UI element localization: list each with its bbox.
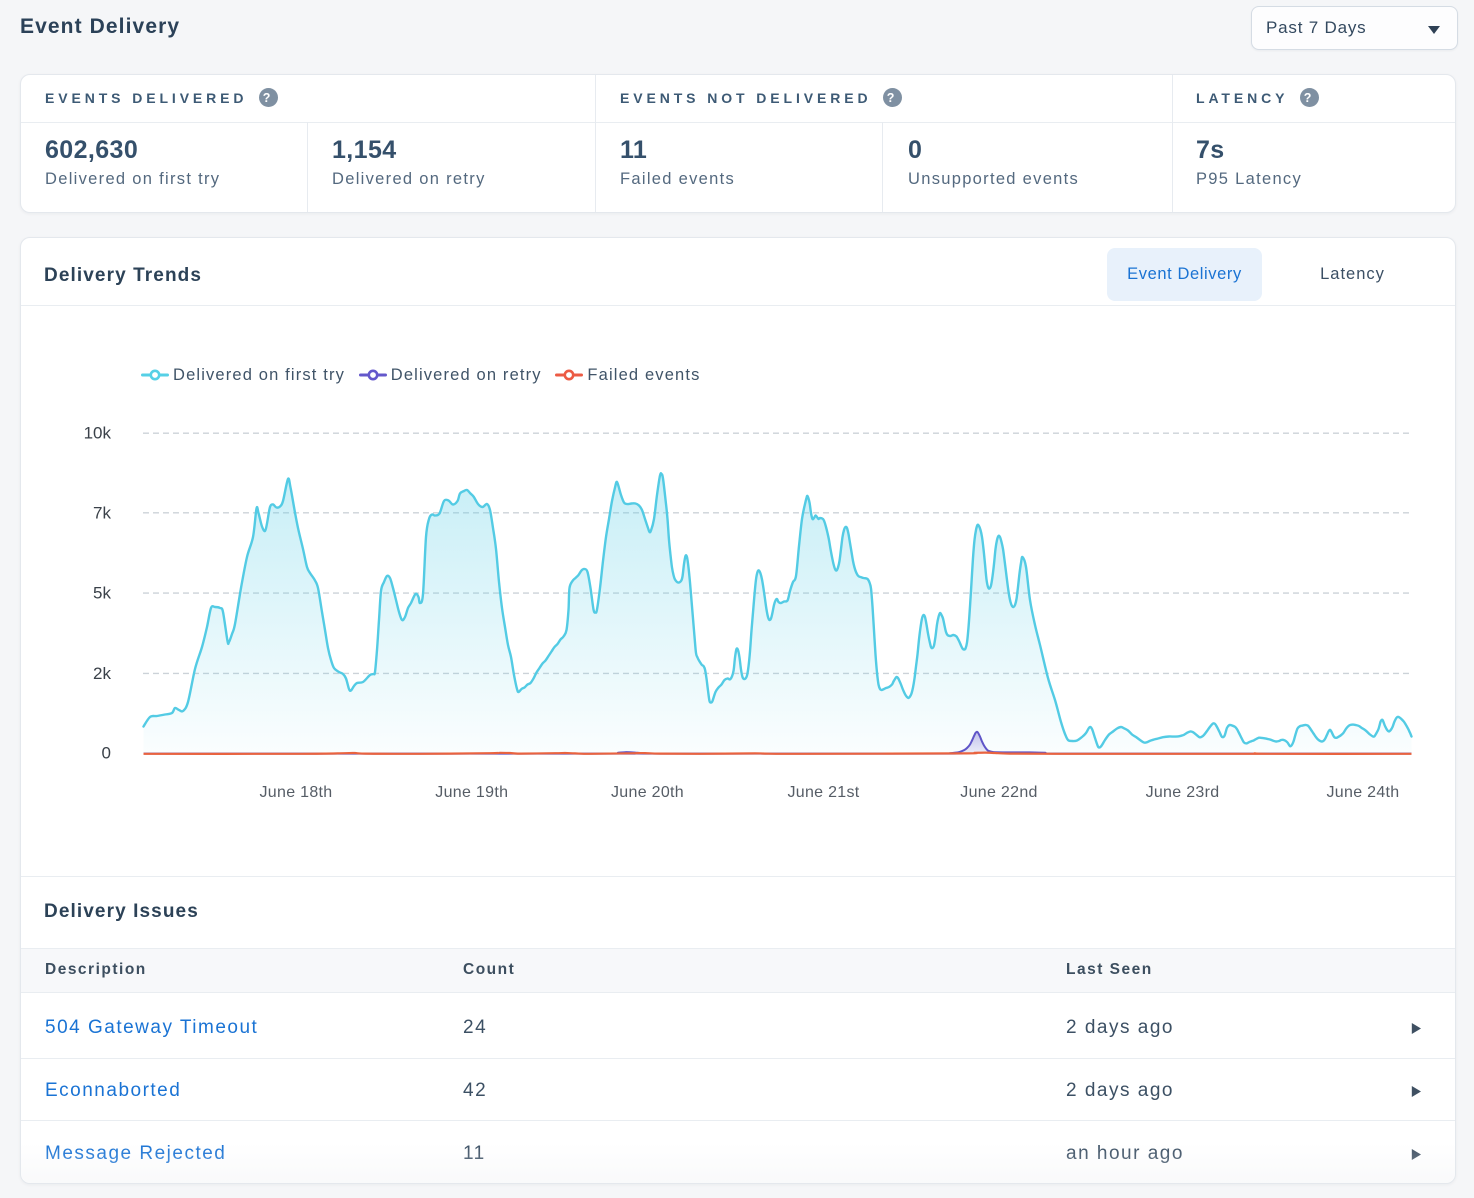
svg-text:?: ?	[263, 91, 275, 105]
svg-text:?: ?	[887, 91, 899, 105]
svg-text:2k: 2k	[93, 664, 111, 683]
svg-text:7k: 7k	[93, 503, 111, 522]
svg-text:June 22nd: June 22nd	[960, 784, 1037, 801]
svg-text:10k: 10k	[84, 424, 112, 443]
svg-text:June 23rd: June 23rd	[1146, 784, 1220, 801]
svg-text:0: 0	[102, 743, 111, 762]
svg-text:June 18th: June 18th	[260, 784, 333, 801]
svg-text:June 19th: June 19th	[435, 784, 508, 801]
svg-text:June 20th: June 20th	[611, 784, 684, 801]
svg-text:June 24th: June 24th	[1327, 784, 1400, 801]
svg-text:June 21st: June 21st	[787, 784, 859, 801]
svg-text:?: ?	[1304, 91, 1316, 105]
svg-text:5k: 5k	[93, 584, 111, 603]
